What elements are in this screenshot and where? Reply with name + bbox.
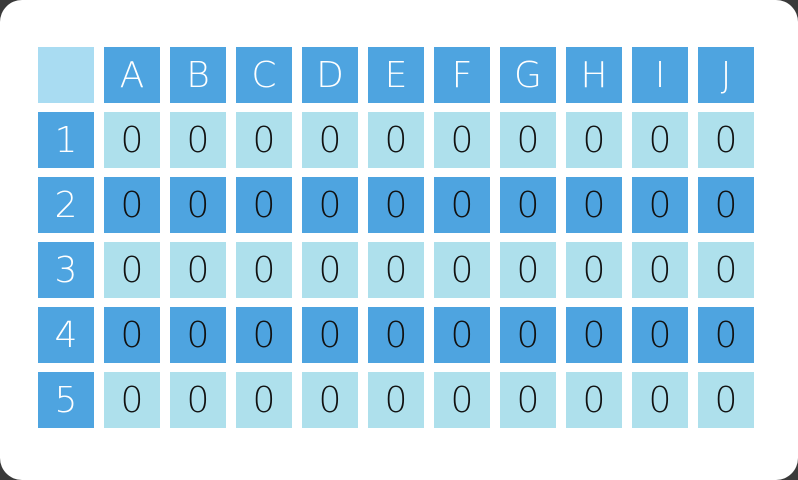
grid-cell[interactable]: 0	[566, 112, 622, 168]
grid-cell[interactable]: 0	[302, 242, 358, 298]
grid-cell[interactable]: 0	[632, 177, 688, 233]
grid-cell[interactable]: 0	[104, 307, 160, 363]
grid-cell[interactable]: 0	[500, 307, 556, 363]
grid-cell[interactable]: 0	[302, 307, 358, 363]
grid-cell[interactable]: 0	[368, 372, 424, 428]
grid-cell[interactable]: 0	[104, 242, 160, 298]
grid-cell[interactable]: 0	[368, 307, 424, 363]
row-header-4: 4	[38, 307, 94, 363]
column-header-F: F	[434, 47, 490, 103]
grid-cell[interactable]: 0	[698, 177, 754, 233]
column-header-J: J	[698, 47, 754, 103]
grid-cell[interactable]: 0	[566, 242, 622, 298]
column-header-E: E	[368, 47, 424, 103]
grid-cell[interactable]: 0	[632, 242, 688, 298]
row-header-3: 3	[38, 242, 94, 298]
grid-cell[interactable]: 0	[170, 112, 226, 168]
row-header-1: 1	[38, 112, 94, 168]
grid-cell[interactable]: 0	[698, 112, 754, 168]
grid-cell[interactable]: 0	[500, 242, 556, 298]
grid-cell[interactable]: 0	[170, 177, 226, 233]
grid-cell[interactable]: 0	[434, 307, 490, 363]
grid-cell[interactable]: 0	[302, 372, 358, 428]
column-header-A: A	[104, 47, 160, 103]
corner-cell	[38, 47, 94, 103]
grid-cell[interactable]: 0	[368, 177, 424, 233]
grid-cell[interactable]: 0	[632, 372, 688, 428]
column-header-B: B	[170, 47, 226, 103]
grid-cell[interactable]: 0	[302, 112, 358, 168]
grid-cell[interactable]: 0	[500, 112, 556, 168]
grid-cell[interactable]: 0	[566, 177, 622, 233]
column-header-D: D	[302, 47, 358, 103]
grid-cell[interactable]: 0	[236, 177, 292, 233]
grid-cell[interactable]: 0	[434, 372, 490, 428]
grid-cell[interactable]: 0	[566, 307, 622, 363]
grid-cell[interactable]: 0	[698, 307, 754, 363]
grid-cell[interactable]: 0	[434, 112, 490, 168]
column-header-H: H	[566, 47, 622, 103]
grid-cell[interactable]: 0	[236, 112, 292, 168]
grid-cell[interactable]: 0	[236, 372, 292, 428]
grid-cell[interactable]: 0	[632, 307, 688, 363]
grid-cell[interactable]: 0	[566, 372, 622, 428]
grid-cell[interactable]: 0	[500, 177, 556, 233]
grid-cell[interactable]: 0	[236, 242, 292, 298]
column-header-G: G	[500, 47, 556, 103]
grid-cell[interactable]: 0	[302, 177, 358, 233]
grid-cell[interactable]: 0	[698, 372, 754, 428]
grid-cell[interactable]: 0	[104, 177, 160, 233]
grid-cell[interactable]: 0	[170, 372, 226, 428]
grid-cell[interactable]: 0	[434, 177, 490, 233]
grid-cell[interactable]: 0	[434, 242, 490, 298]
grid-cell[interactable]: 0	[170, 307, 226, 363]
grid-cell[interactable]: 0	[236, 307, 292, 363]
grid-cell[interactable]: 0	[500, 372, 556, 428]
column-header-I: I	[632, 47, 688, 103]
row-header-2: 2	[38, 177, 94, 233]
grid-cell[interactable]: 0	[368, 112, 424, 168]
grid-cell[interactable]: 0	[632, 112, 688, 168]
grid-cell[interactable]: 0	[104, 112, 160, 168]
row-header-5: 5	[38, 372, 94, 428]
grid-cell[interactable]: 0	[698, 242, 754, 298]
grid-cell[interactable]: 0	[170, 242, 226, 298]
grid-cell[interactable]: 0	[104, 372, 160, 428]
grid-cell[interactable]: 0	[368, 242, 424, 298]
column-header-C: C	[236, 47, 292, 103]
